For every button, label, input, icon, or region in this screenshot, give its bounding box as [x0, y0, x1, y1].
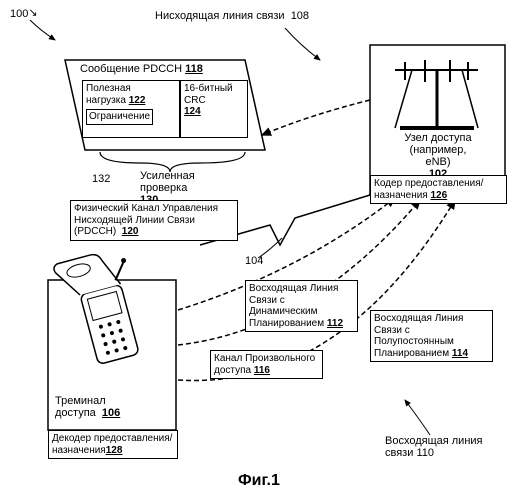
crc-box: 16-битный CRC124	[180, 80, 248, 138]
figure-label: Фиг.1	[238, 472, 280, 490]
uplink-label: Восходящая линия связи 110	[385, 435, 515, 459]
ref-104: 104	[245, 255, 263, 267]
dynamic-uplink-box: Восходящая Линия Связи с Динамическим Пл…	[245, 280, 358, 332]
payload-box: Полезная нагрузка 122 Ограничение	[82, 80, 180, 138]
pdcch-channel-box: Физический Канал Управления Нисходящей Л…	[70, 200, 238, 241]
decoder-box: Декодер предоставления/ назначения128	[48, 430, 178, 459]
semi-uplink-box: Восходящая Линия Связи с Полупостоянным …	[370, 310, 493, 362]
random-access-box: Канал Произвольного доступа 116	[210, 350, 323, 379]
constraint-box: Ограничение	[86, 109, 153, 125]
access-node-label: Узел доступа (например, eNB)102	[398, 132, 478, 180]
ref-132: 132	[92, 173, 110, 185]
access-terminal-label: Треминал доступа 106	[55, 395, 165, 419]
encoder-box: Кодер предоставления/назначения 126	[370, 175, 507, 204]
ref-100: 100↘	[10, 8, 38, 20]
pdcch-msg-title: Сообщение PDCCH 118	[80, 63, 203, 75]
downlink-label: Нисходящая линия связи 108	[155, 10, 309, 22]
